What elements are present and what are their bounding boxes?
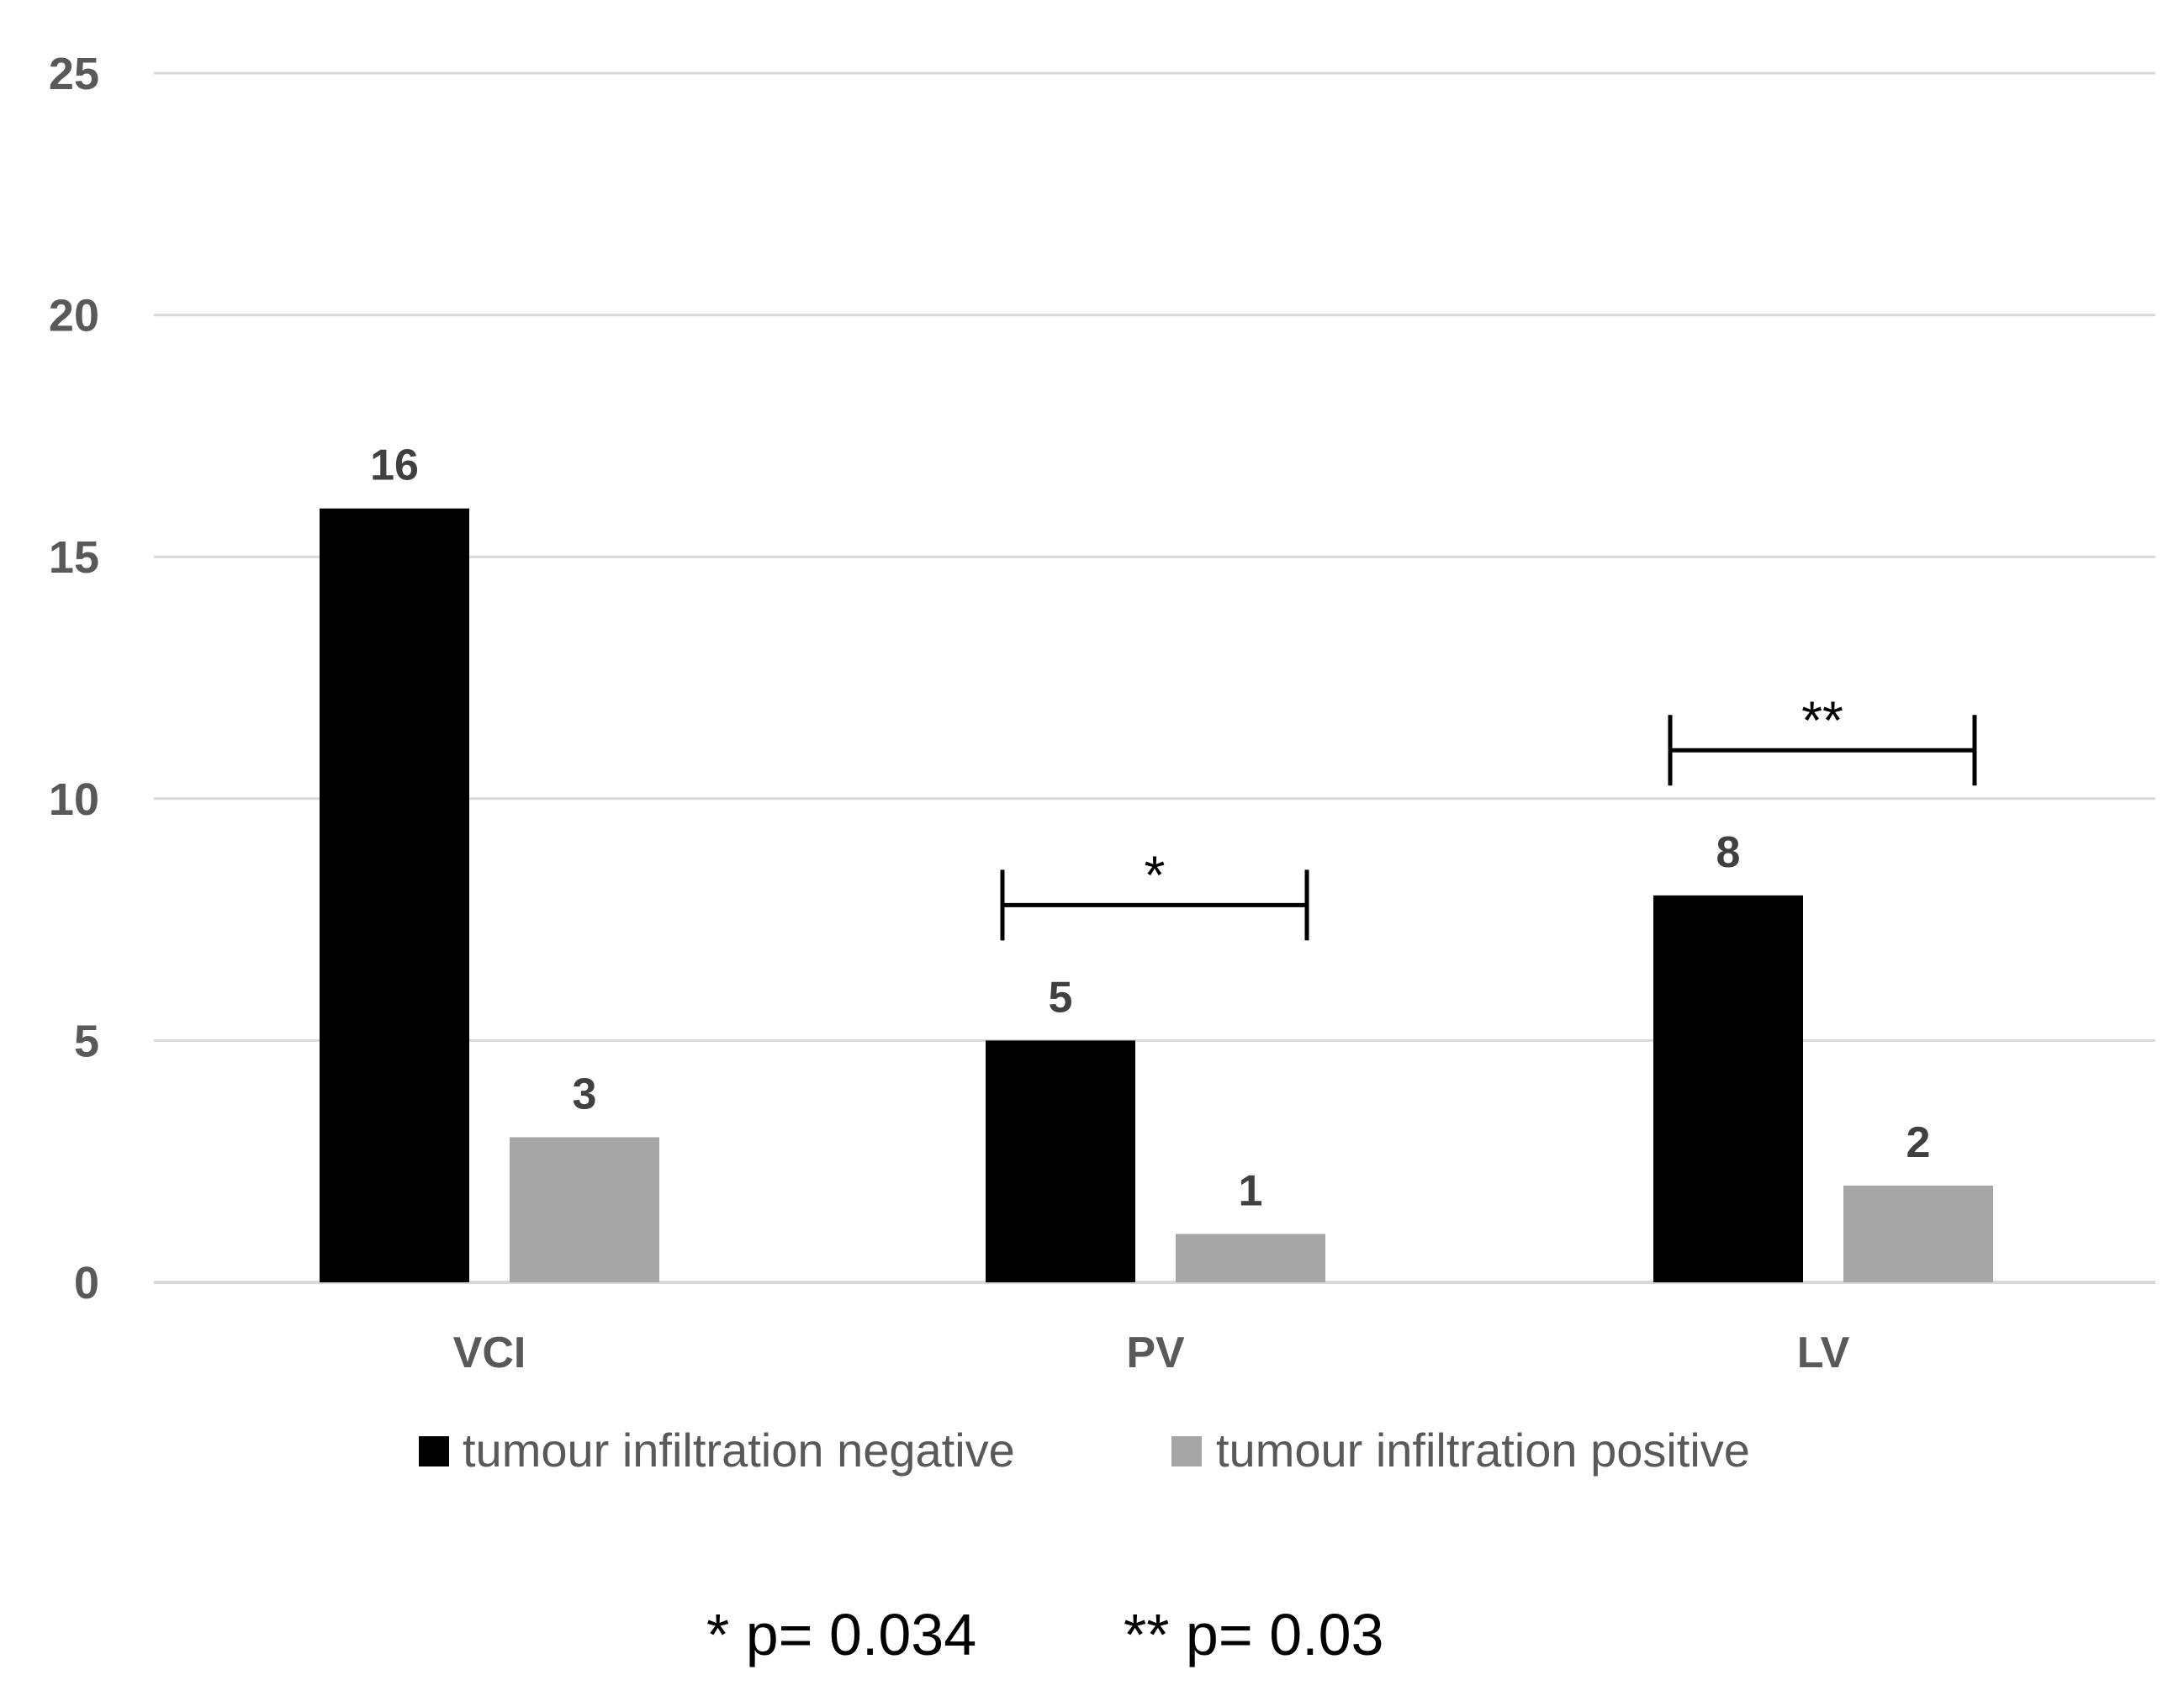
significance-brackets: *** xyxy=(1000,690,1977,941)
significance-mark: ** xyxy=(1801,690,1843,750)
data-label: 2 xyxy=(1906,1118,1931,1167)
significance-bracket: ** xyxy=(1668,690,1977,786)
bar-vci-negative xyxy=(320,508,469,1282)
footnote-single-star: * p= 0.034 xyxy=(706,1602,976,1667)
data-label: 16 xyxy=(370,441,419,490)
bars xyxy=(320,508,1993,1282)
bar-pv-negative xyxy=(986,1040,1135,1282)
y-axis-ticks: 0 5 10 15 20 25 xyxy=(49,49,99,1308)
bar-lv-positive xyxy=(1843,1185,1993,1282)
footnote: * p= 0.034 ** p= 0.03 xyxy=(706,1602,1383,1667)
x-category-label: VCI xyxy=(453,1329,526,1377)
footnote-double-star: ** p= 0.03 xyxy=(1124,1602,1383,1667)
legend-swatch-negative xyxy=(419,1436,449,1466)
y-tick-label: 10 xyxy=(49,774,99,825)
legend-label-positive: tumour infiltration positive xyxy=(1216,1424,1750,1477)
legend: tumour infiltration negative tumour infi… xyxy=(419,1424,1750,1477)
y-tick-label: 15 xyxy=(49,532,99,583)
y-tick-label: 20 xyxy=(49,291,99,341)
legend-label-negative: tumour infiltration negative xyxy=(463,1424,1015,1477)
gridlines xyxy=(154,71,2155,1284)
x-category-label: PV xyxy=(1126,1329,1185,1377)
data-label: 3 xyxy=(573,1070,597,1118)
x-axis-categories: VCI PV LV xyxy=(453,1329,1850,1377)
x-category-label: LV xyxy=(1797,1329,1850,1377)
y-tick-label: 5 xyxy=(74,1016,99,1066)
y-tick-label: 0 xyxy=(74,1258,99,1308)
data-label: 8 xyxy=(1716,828,1741,877)
data-label: 5 xyxy=(1049,973,1073,1022)
data-label: 1 xyxy=(1239,1166,1263,1215)
significance-bracket: * xyxy=(1000,844,1309,941)
bar-lv-negative xyxy=(1653,895,1803,1282)
bar-pv-positive xyxy=(1176,1234,1325,1282)
bar-vci-positive xyxy=(510,1137,659,1282)
legend-swatch-positive xyxy=(1171,1436,1202,1466)
data-labels: 16 3 5 1 8 2 xyxy=(370,441,1930,1216)
significance-mark: * xyxy=(1145,844,1166,905)
y-tick-label: 25 xyxy=(49,49,99,99)
